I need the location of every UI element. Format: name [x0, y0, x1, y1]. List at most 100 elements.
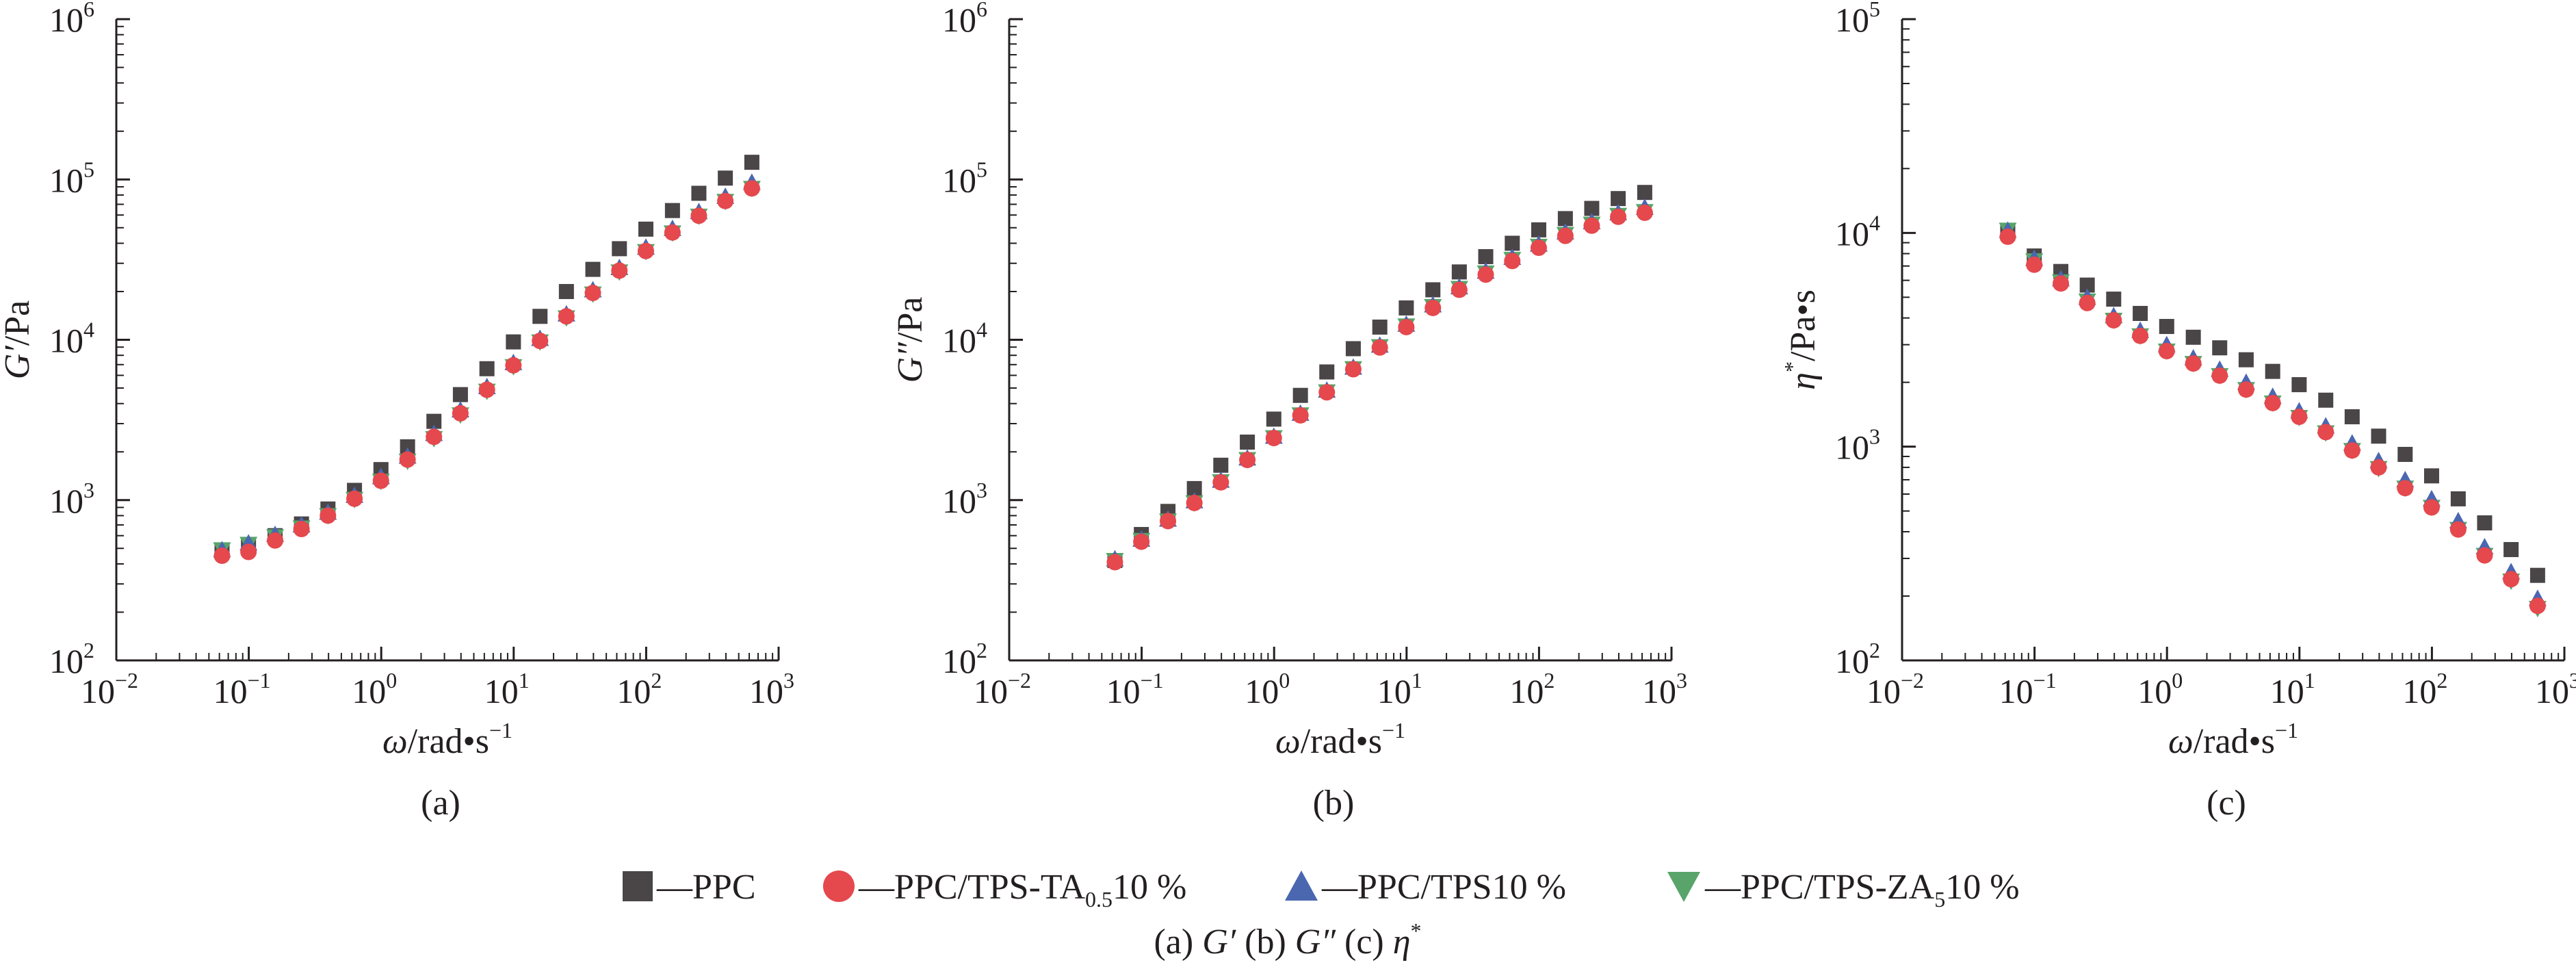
data-point-square: [664, 203, 680, 218]
x-axis-label-symbol: ω: [382, 722, 408, 761]
y-tick-label: 102: [1835, 638, 1880, 680]
data-point-square: [1292, 387, 1308, 403]
y-axis-label-unit: /Pa: [891, 297, 930, 342]
data-point-circle: [240, 543, 257, 560]
data-point-square: [400, 439, 415, 454]
chart-panel-c: 10−2 10−1 100 101 102 103102103104105ω/rad•s−…: [1780, 0, 2576, 823]
data-point-square: [718, 170, 733, 186]
x-tick-label: 103: [749, 668, 794, 710]
legend-label-ppc-tps-ta-main: —PPC/TPS-TA: [858, 868, 1085, 907]
chart-panel-b: 10−2 10−1 100 101 102 103102103104105106ω/rad…: [891, 0, 1687, 823]
data-point-square: [1611, 191, 1626, 207]
y-tick-label: 106: [942, 0, 987, 39]
x-tick-label-exponent: 3: [1676, 668, 1687, 693]
figure-caption: (a) G′ (b) G″ (c) η*: [1154, 918, 1421, 962]
data-point-circle: [1106, 554, 1123, 571]
data-point-circle: [1344, 361, 1362, 378]
data-point-circle: [1636, 204, 1653, 221]
data-point-square: [1372, 319, 1388, 335]
legend-marker-ppc-tps-ta: [823, 871, 855, 902]
data-point-circle: [1292, 407, 1309, 424]
y-axis-label: η*/Pa•s: [1780, 289, 1823, 390]
legend-marker-ppc-tps: [1285, 871, 1318, 901]
x-axis-label-unit: /rad•s: [1301, 722, 1382, 761]
x-tick-label-exponent: −2: [1901, 668, 1924, 693]
x-tick-label-base: 10: [2535, 672, 2569, 710]
data-point-square: [2318, 392, 2334, 408]
x-tick-label-exponent: 1: [1411, 668, 1422, 693]
data-point-square: [2503, 542, 2519, 558]
x-axis-label: ω/rad•s−1: [382, 718, 512, 761]
x-tick-label-base: 10: [1377, 672, 1411, 710]
x-tick-label-base: 10: [1999, 672, 2033, 710]
x-tick-label: 102: [2402, 668, 2447, 710]
y-tick-label: 105: [942, 157, 987, 199]
data-point-circle: [426, 428, 443, 446]
x-tick-label-exponent: −1: [2033, 668, 2057, 693]
panel-label: (b): [1313, 784, 1355, 823]
legend-marker-ppc-tps-za: [1667, 872, 1700, 902]
y-tick-label-exponent: 2: [976, 638, 987, 662]
data-point-square: [638, 221, 653, 237]
data-point-square: [506, 334, 521, 350]
y-tick-label-exponent: 6: [976, 0, 987, 21]
x-tick-label: 102: [1509, 668, 1554, 710]
caption-b: (b): [1245, 923, 1295, 962]
data-point-square: [479, 361, 495, 376]
x-tick-label-exponent: 1: [2304, 668, 2315, 693]
x-tick-label: 10−2: [81, 668, 138, 710]
x-tick-label: 101: [2270, 668, 2315, 710]
data-point-square: [2477, 515, 2493, 531]
x-tick-label-base: 10: [2270, 672, 2304, 710]
y-tick-label: 106: [49, 0, 94, 39]
x-tick-label: 10−2: [974, 668, 1031, 710]
y-tick-label: 105: [49, 157, 94, 199]
caption-c: (c): [1344, 923, 1393, 962]
legend: —PPC —PPC/TPS-TA0.510 % —PPC/TPS10 % —PP…: [623, 868, 2020, 912]
y-tick-label-exponent: 2: [1869, 638, 1880, 662]
data-point-circle: [717, 192, 734, 209]
y-axis-label-superscript: *: [1780, 361, 1804, 372]
x-tick-label-exponent: −2: [115, 668, 138, 693]
x-tick-label-exponent: 0: [1279, 668, 1290, 693]
x-axis-label: ω/rad•s−1: [2168, 718, 2298, 761]
legend-label-ppc: —PPC: [656, 868, 756, 907]
legend-label-ppc-tps: —PPC/TPS10 %: [1321, 868, 1566, 907]
data-point-square: [558, 283, 574, 299]
data-point-circle: [743, 180, 760, 197]
data-point-circle: [2132, 327, 2149, 344]
y-tick-label-exponent: 4: [976, 318, 987, 342]
y-tick-label-base: 10: [49, 642, 83, 680]
data-point-circle: [2529, 597, 2546, 615]
y-tick-label-exponent: 3: [976, 478, 987, 502]
data-point-circle: [532, 333, 549, 350]
data-point-circle: [2053, 275, 2070, 292]
legend-label-ppc-tps-za-suffix: 10 %: [1945, 868, 2019, 907]
caption-a-symbol: G′: [1202, 923, 1237, 962]
x-tick-label-base: 10: [2402, 672, 2436, 710]
x-tick-label-base: 10: [1509, 672, 1544, 710]
data-point-circle: [1239, 452, 1256, 469]
data-point-square: [1557, 211, 1573, 227]
x-tick-label-exponent: 0: [2172, 668, 2183, 693]
x-tick-label-exponent: −1: [1141, 668, 1164, 693]
data-point-square: [1240, 435, 1256, 450]
x-tick-label: 103: [1642, 668, 1687, 710]
data-point-circle: [2317, 424, 2334, 441]
data-point-circle: [399, 451, 416, 468]
legend-label-ppc-tps-za-main: —PPC/TPS-ZA: [1704, 868, 1935, 907]
data-point-square: [1266, 411, 1282, 427]
data-point-circle: [584, 285, 601, 302]
y-tick-label-base: 10: [942, 322, 976, 360]
x-axis-label-unit: /rad•s: [408, 722, 489, 761]
x-tick-label: 100: [2137, 668, 2183, 710]
caption-gap-2: [1336, 923, 1344, 962]
data-point-circle: [1504, 253, 1521, 270]
y-tick-label-base: 10: [1835, 428, 1869, 467]
x-tick-label: 10−1: [1999, 668, 2057, 710]
caption-c-sup: *: [1411, 918, 1422, 943]
data-point-circle: [2291, 408, 2308, 425]
data-point-circle: [320, 507, 337, 524]
data-point-square: [2079, 277, 2095, 293]
